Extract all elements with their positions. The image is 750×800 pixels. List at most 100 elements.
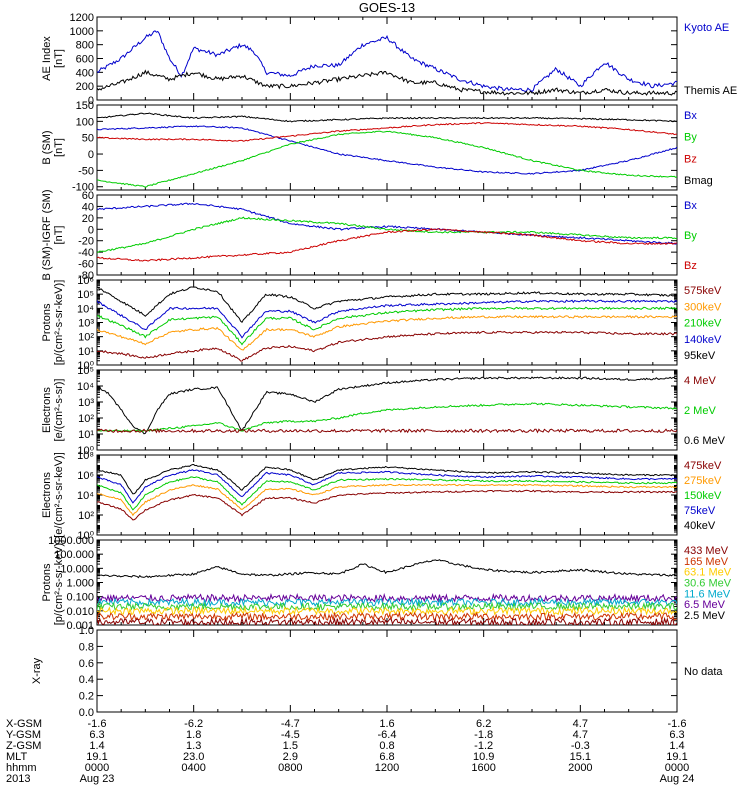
series-line: [97, 611, 677, 622]
ephemeris-row-label: X-GSM: [6, 718, 42, 730]
y-tick-label: 0: [88, 224, 94, 236]
figure-title: GOES-13: [359, 0, 415, 15]
y-tick-label: -60: [78, 259, 94, 271]
ephemeris-value: 0400: [181, 762, 205, 774]
legend-entry: Bz: [684, 260, 697, 272]
legend-entry: 575keV: [684, 285, 722, 297]
y-tick-label: 150: [76, 100, 94, 112]
legend-entry: 2.5 MeV: [684, 610, 726, 622]
legend-entry: 6.5 MeV: [684, 599, 726, 611]
series-line: [97, 216, 677, 253]
y-tick-label: 50: [82, 133, 94, 145]
legend-entry: 63.1 MeV: [684, 567, 732, 579]
ephemeris-value: -1.6: [88, 718, 107, 730]
ephemeris-value: -6.4: [378, 729, 397, 741]
y-axis-label: [nT]: [53, 226, 65, 245]
y-axis-label: AE Index: [41, 36, 53, 81]
y-tick-label: 1000.000: [48, 535, 94, 547]
legend-entry: 95keV: [684, 350, 716, 362]
series-line: [97, 616, 677, 625]
y-tick-label: 10³: [78, 397, 94, 409]
y-tick-label: 200: [76, 81, 94, 93]
y-tick-label: 0.2: [79, 691, 94, 703]
panel-6: 10⁰ 10² 10⁴ 10⁶ 10⁸ Electrons [e/(cm²-s-sr-keV…: [41, 450, 722, 542]
ephemeris-value: 15.1: [570, 751, 591, 763]
y-tick-label: 1.0: [79, 625, 94, 637]
y-tick-label: 10²: [78, 510, 94, 522]
ephemeris-value: 1.8: [186, 729, 201, 741]
y-tick-label: 0.0: [79, 707, 94, 719]
y-tick-label: 10⁴: [77, 381, 94, 393]
legend-entry: Themis AE: [684, 85, 737, 97]
y-tick-label: -80: [78, 270, 94, 282]
y-tick-label: 0.8: [79, 641, 94, 653]
ephemeris-row-label: 2013: [6, 773, 30, 785]
legend-entry: Bmag: [684, 175, 713, 187]
series-line: [97, 125, 677, 175]
y-tick-label: 10²: [78, 332, 94, 344]
legend-entry: 0.6 MeV: [684, 435, 726, 447]
ephemeris-value: -0.3: [571, 740, 590, 752]
ephemeris-value: 1.6: [379, 718, 394, 730]
ephemeris-value: 6.8: [379, 751, 394, 763]
ephemeris-value: -1.8: [474, 729, 493, 741]
y-tick-label: 400: [76, 67, 94, 79]
y-tick-label: 10⁴: [77, 490, 94, 502]
legend-entry: 4 MeV: [684, 375, 716, 387]
ephemeris-row-label: Z-GSM: [6, 740, 41, 752]
legend-entry: Bx: [684, 200, 697, 212]
ephemeris-value: Aug 24: [660, 773, 695, 785]
ephemeris-value: 2000: [568, 762, 592, 774]
y-tick-label: 10³: [78, 318, 94, 330]
legend-entry: 475keV: [684, 460, 722, 472]
y-tick-label: 10⁰: [77, 445, 94, 457]
series-line: [97, 306, 677, 346]
y-tick-label: 0.4: [79, 674, 94, 686]
legend-entry: 11.6 MeV: [684, 588, 731, 600]
series-line: [97, 286, 677, 324]
y-tick-label: 40: [82, 201, 94, 213]
ephemeris-row-label: MLT: [6, 751, 27, 763]
panel-frame: [96, 629, 678, 713]
y-tick-label: 10⁶: [77, 275, 94, 287]
ephemeris-value: 4.7: [573, 729, 588, 741]
ephemeris-value: 0000: [665, 762, 689, 774]
y-tick-label: 10⁶: [77, 470, 94, 482]
panel-5: 10⁰ 10¹ 10² 10³ 10⁴ 10⁵ Electrons [e/(cm²-s-sr)…: [41, 365, 726, 457]
y-tick-label: 1200: [70, 12, 94, 24]
legend-entry: 300keV: [684, 301, 722, 313]
series-line: [97, 559, 677, 579]
ephemeris-value: 1.4: [669, 740, 684, 752]
y-tick-label: 10²: [78, 413, 94, 425]
y-tick-label: 0: [88, 95, 94, 107]
y-tick-label: 0.100: [66, 592, 94, 604]
ephemeris-value: 6.2: [476, 718, 491, 730]
ephemeris-value: -4.5: [281, 729, 300, 741]
ephemeris-value: 1.5: [283, 740, 298, 752]
y-axis-label: B (SM): [41, 130, 53, 164]
y-tick-label: -20: [78, 236, 94, 248]
y-tick-label: 10⁴: [77, 303, 94, 315]
series-line: [97, 69, 677, 96]
series-line: [97, 483, 677, 517]
legend-entry: Bz: [684, 153, 697, 165]
panel-8: 0.0 0.2 0.4 0.6 0.8 1.0 X-ray No data: [31, 625, 723, 719]
ephemeris-value: 6.3: [89, 729, 104, 741]
ephemeris-value: 1.3: [186, 740, 201, 752]
y-axis-label: Electrons: [41, 472, 53, 518]
y-tick-label: 100.000: [54, 549, 94, 561]
legend-entry: 30.6 MeV: [684, 578, 732, 590]
legend-entry: 150keV: [684, 490, 722, 502]
legend-entry: 75keV: [684, 505, 716, 517]
legend-entry: By: [684, 132, 697, 144]
legend-entry: By: [684, 230, 697, 242]
series-line: [97, 330, 677, 362]
series-line: [97, 121, 677, 142]
y-tick-label: 10.000: [60, 563, 94, 575]
y-tick-label: -40: [78, 247, 94, 259]
series-line: [97, 463, 677, 495]
series-line: [97, 605, 677, 617]
series-line: [97, 202, 677, 245]
